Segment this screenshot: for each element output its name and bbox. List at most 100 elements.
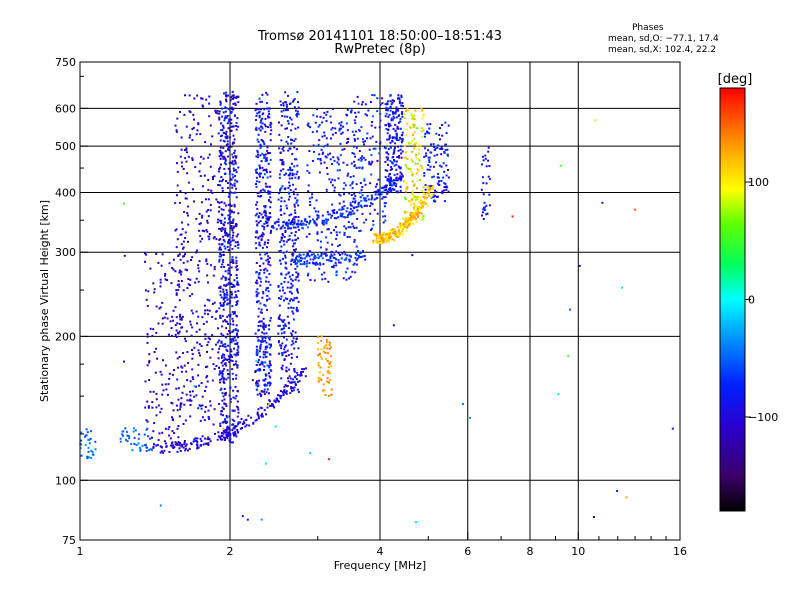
data-point bbox=[309, 250, 312, 253]
data-point bbox=[432, 143, 435, 146]
data-point bbox=[322, 383, 325, 386]
data-point bbox=[279, 259, 282, 262]
data-point bbox=[363, 179, 366, 182]
data-point bbox=[196, 94, 199, 97]
data-point bbox=[228, 216, 231, 219]
data-point bbox=[147, 405, 150, 408]
data-point bbox=[236, 333, 238, 336]
data-point bbox=[289, 286, 292, 289]
data-point bbox=[291, 284, 294, 287]
data-point bbox=[177, 387, 180, 390]
data-point bbox=[286, 115, 289, 118]
data-point bbox=[226, 437, 229, 440]
data-point bbox=[319, 366, 322, 369]
data-point bbox=[159, 285, 162, 288]
data-point bbox=[261, 225, 264, 228]
data-point bbox=[176, 357, 179, 360]
data-point bbox=[387, 234, 390, 237]
data-point bbox=[215, 310, 218, 313]
data-point bbox=[141, 444, 144, 447]
data-point bbox=[227, 358, 230, 361]
data-point bbox=[144, 289, 147, 292]
data-point bbox=[267, 239, 270, 242]
data-point bbox=[256, 354, 259, 357]
data-point bbox=[290, 227, 292, 230]
data-point bbox=[396, 179, 399, 182]
data-point bbox=[351, 152, 354, 154]
data-point bbox=[392, 184, 395, 186]
data-point bbox=[237, 125, 240, 128]
data-point bbox=[189, 323, 192, 326]
data-point bbox=[266, 126, 269, 128]
data-point bbox=[234, 397, 237, 400]
data-point bbox=[233, 141, 236, 144]
data-point bbox=[237, 411, 240, 414]
data-point bbox=[191, 353, 194, 356]
data-point bbox=[267, 152, 269, 154]
data-point bbox=[228, 149, 231, 152]
data-point bbox=[316, 232, 319, 235]
data-point bbox=[282, 149, 285, 152]
data-point bbox=[415, 153, 418, 156]
data-point bbox=[285, 105, 288, 108]
data-point bbox=[226, 298, 229, 301]
data-point bbox=[435, 191, 438, 194]
data-point bbox=[315, 224, 318, 227]
data-point bbox=[285, 273, 288, 276]
data-point bbox=[358, 166, 361, 169]
data-point bbox=[411, 190, 414, 193]
data-point bbox=[241, 427, 243, 429]
data-point bbox=[370, 124, 373, 127]
data-point bbox=[378, 233, 381, 236]
data-point bbox=[381, 232, 384, 235]
data-point bbox=[412, 197, 415, 200]
data-point bbox=[398, 98, 401, 101]
data-point bbox=[206, 438, 209, 441]
data-point bbox=[282, 102, 285, 105]
data-point bbox=[292, 99, 295, 102]
data-point bbox=[352, 263, 355, 266]
data-point bbox=[179, 313, 182, 316]
data-point bbox=[226, 428, 229, 431]
data-point bbox=[308, 171, 311, 174]
data-point bbox=[379, 113, 382, 116]
data-point bbox=[207, 436, 210, 439]
data-point bbox=[280, 104, 283, 106]
data-point bbox=[290, 142, 293, 145]
data-point bbox=[151, 334, 154, 337]
data-point bbox=[430, 151, 433, 154]
data-point bbox=[229, 355, 232, 358]
data-point bbox=[121, 433, 123, 436]
data-point bbox=[221, 354, 224, 357]
data-point bbox=[227, 214, 230, 217]
data-point bbox=[204, 410, 207, 413]
data-point bbox=[321, 221, 324, 223]
data-point bbox=[237, 101, 240, 104]
data-point bbox=[388, 123, 391, 126]
data-point bbox=[446, 153, 449, 156]
data-point bbox=[384, 103, 387, 106]
data-point bbox=[219, 389, 222, 391]
data-point bbox=[361, 186, 364, 188]
data-point bbox=[359, 182, 362, 184]
data-point bbox=[233, 203, 236, 206]
data-point bbox=[388, 173, 391, 176]
data-point bbox=[386, 107, 389, 110]
data-point bbox=[172, 309, 175, 312]
data-point bbox=[235, 128, 238, 131]
data-point bbox=[406, 108, 409, 110]
data-point bbox=[381, 210, 384, 213]
data-point bbox=[426, 196, 428, 199]
data-point bbox=[231, 311, 234, 313]
data-point bbox=[391, 156, 394, 159]
data-point bbox=[233, 211, 235, 214]
data-point bbox=[346, 267, 349, 270]
data-point bbox=[259, 324, 262, 327]
data-point bbox=[325, 358, 328, 360]
data-point bbox=[175, 194, 178, 197]
data-point bbox=[233, 169, 235, 172]
data-point bbox=[181, 228, 184, 231]
data-point bbox=[255, 381, 258, 384]
data-point bbox=[168, 262, 171, 265]
data-point bbox=[235, 374, 238, 377]
